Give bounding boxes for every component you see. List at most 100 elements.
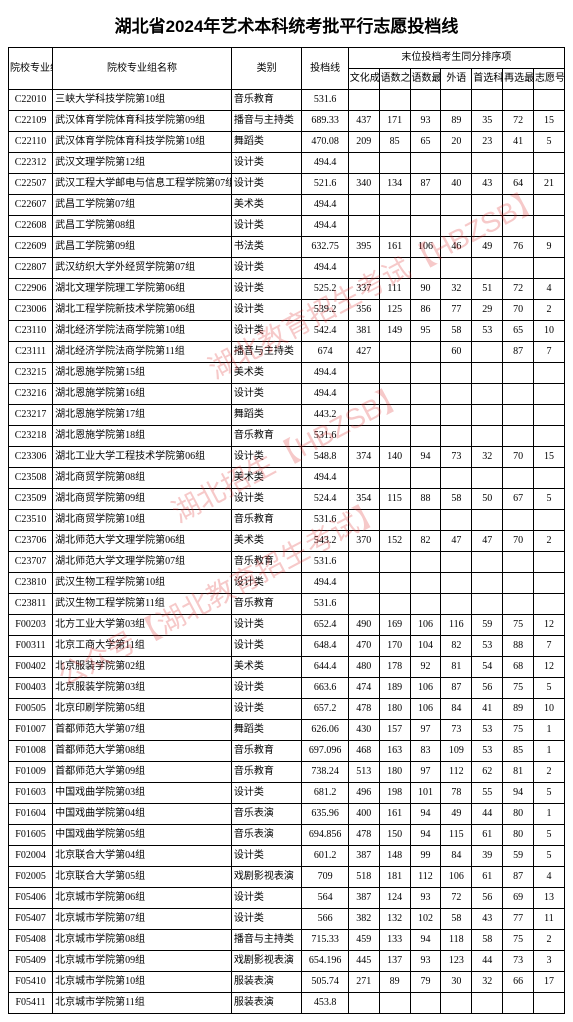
cell-s2: 161 — [379, 804, 410, 825]
cell-s4 — [441, 153, 472, 174]
cell-s5: 43 — [472, 174, 503, 195]
table-row: F05409北京城市学院第09组戏剧影视表演654.19644513793123… — [9, 951, 565, 972]
cell-s1: 459 — [348, 930, 379, 951]
cell-s3: 95 — [410, 321, 441, 342]
cell-code: F05410 — [9, 972, 53, 993]
cell-s7: 5 — [534, 846, 565, 867]
cell-s1 — [348, 258, 379, 279]
cell-s3: 65 — [410, 132, 441, 153]
cell-s7: 1 — [534, 741, 565, 762]
cell-score: 531.6 — [302, 426, 348, 447]
cell-s5: 59 — [472, 615, 503, 636]
cell-s6: 70 — [503, 447, 534, 468]
cell-cat: 美术类 — [231, 531, 302, 552]
th-s6: 再选最高 — [503, 69, 534, 90]
cell-score: 531.6 — [302, 510, 348, 531]
cell-s7 — [534, 216, 565, 237]
cell-s1: 468 — [348, 741, 379, 762]
cell-cat: 设计类 — [231, 384, 302, 405]
cell-s5: 61 — [472, 867, 503, 888]
cell-s1: 480 — [348, 657, 379, 678]
cell-s5: 53 — [472, 321, 503, 342]
cell-s3 — [410, 363, 441, 384]
th-s4: 外语 — [441, 69, 472, 90]
table-row: F00311北京工商大学第11组设计类648.44701701048253887 — [9, 636, 565, 657]
table-row: C22312武汉文理学院第12组设计类494.4 — [9, 153, 565, 174]
cell-s7: 2 — [534, 531, 565, 552]
cell-cat: 音乐教育 — [231, 90, 302, 111]
table-row: C23509湖北商贸学院第09组设计类524.4354115885850675 — [9, 489, 565, 510]
cell-s4 — [441, 195, 472, 216]
table-row: F05407北京城市学院第07组设计类56638213210258437711 — [9, 909, 565, 930]
cell-code: F05407 — [9, 909, 53, 930]
score-table: 院校专业组代号 院校专业组名称 类别 投档线 末位投档考生同分排序项 文化成绩 … — [8, 47, 565, 1014]
cell-s2: 171 — [379, 111, 410, 132]
cell-s4: 116 — [441, 615, 472, 636]
cell-s6: 65 — [503, 321, 534, 342]
cell-s6 — [503, 510, 534, 531]
cell-s3 — [410, 405, 441, 426]
cell-name: 首都师范大学第07组 — [53, 720, 232, 741]
cell-s7 — [534, 195, 565, 216]
cell-s5 — [472, 552, 503, 573]
cell-s4 — [441, 552, 472, 573]
cell-s5 — [472, 342, 503, 363]
table-row: F01008首都师范大学第08组音乐教育697.0964681638310953… — [9, 741, 565, 762]
th-cat: 类别 — [231, 48, 302, 90]
cell-s6: 87 — [503, 342, 534, 363]
cell-s7: 7 — [534, 342, 565, 363]
cell-score: 644.4 — [302, 657, 348, 678]
cell-cat: 美术类 — [231, 657, 302, 678]
cell-s5 — [472, 258, 503, 279]
cell-s6 — [503, 90, 534, 111]
cell-s6: 73 — [503, 951, 534, 972]
cell-s1: 474 — [348, 678, 379, 699]
cell-s4: 32 — [441, 279, 472, 300]
cell-cat: 设计类 — [231, 258, 302, 279]
cell-score: 531.6 — [302, 552, 348, 573]
cell-s6: 77 — [503, 909, 534, 930]
cell-s1: 387 — [348, 846, 379, 867]
cell-cat: 设计类 — [231, 216, 302, 237]
cell-name: 湖北商贸学院第09组 — [53, 489, 232, 510]
cell-score: 494.4 — [302, 195, 348, 216]
cell-s1: 445 — [348, 951, 379, 972]
cell-s3: 82 — [410, 531, 441, 552]
cell-s2 — [379, 195, 410, 216]
cell-name: 北京工商大学第11组 — [53, 636, 232, 657]
cell-s3: 90 — [410, 279, 441, 300]
cell-s5 — [472, 363, 503, 384]
cell-name: 北京服装学院第03组 — [53, 678, 232, 699]
cell-s2: 150 — [379, 825, 410, 846]
cell-score: 626.06 — [302, 720, 348, 741]
cell-code: F00403 — [9, 678, 53, 699]
cell-s5 — [472, 426, 503, 447]
cell-s2 — [379, 426, 410, 447]
cell-code: C23306 — [9, 447, 53, 468]
cell-s3: 102 — [410, 909, 441, 930]
cell-cat: 美术类 — [231, 468, 302, 489]
cell-s3: 101 — [410, 783, 441, 804]
cell-code: C23810 — [9, 573, 53, 594]
cell-code: C23216 — [9, 384, 53, 405]
cell-name: 北京城市学院第09组 — [53, 951, 232, 972]
cell-s7: 10 — [534, 321, 565, 342]
cell-s2: 149 — [379, 321, 410, 342]
cell-name: 湖北文理学院理工学院第06组 — [53, 279, 232, 300]
cell-s1: 374 — [348, 447, 379, 468]
cell-name: 武汉文理学院第12组 — [53, 153, 232, 174]
cell-score: 601.2 — [302, 846, 348, 867]
cell-s1 — [348, 153, 379, 174]
cell-s6: 75 — [503, 720, 534, 741]
cell-s6: 59 — [503, 846, 534, 867]
table-row: F00505北京印刷学院第05组设计类657.24781801068441891… — [9, 699, 565, 720]
cell-s6: 70 — [503, 300, 534, 321]
cell-s2 — [379, 993, 410, 1014]
cell-s4: 84 — [441, 699, 472, 720]
cell-name: 北京服装学院第02组 — [53, 657, 232, 678]
cell-name: 武汉体育学院体育科技学院第10组 — [53, 132, 232, 153]
cell-s5: 43 — [472, 909, 503, 930]
cell-score: 494.4 — [302, 384, 348, 405]
cell-s4: 73 — [441, 720, 472, 741]
cell-cat: 舞蹈类 — [231, 720, 302, 741]
